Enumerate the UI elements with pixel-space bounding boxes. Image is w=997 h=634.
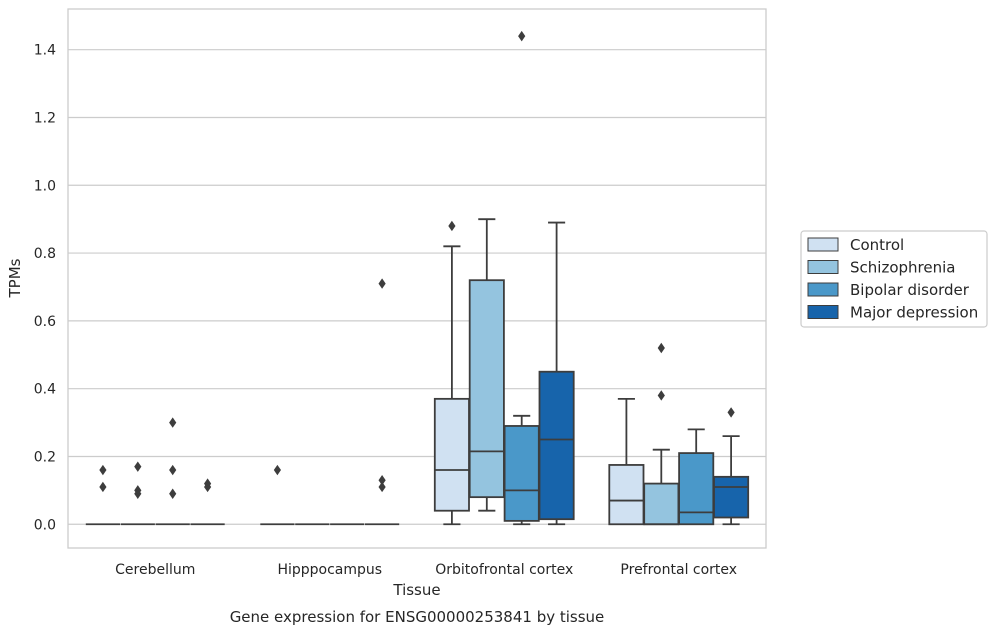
legend: Control Schizophrenia Bipolar disorder Majo… [800,230,988,328]
outlier-point [657,342,665,354]
outlier-point [99,464,107,476]
outlier-point [448,220,456,232]
outlier-point [99,481,107,493]
outlier-point [169,464,177,476]
box-plot-area [85,30,750,526]
box-iqr [468,279,505,499]
outlier-point [378,481,386,493]
gridlines [68,49,766,525]
y-tick-label: 1.0 [34,178,56,194]
outlier-point [204,481,212,493]
outlier-point [134,488,142,499]
y-tick-label: 0.6 [34,314,56,330]
y-tick-label: 1.2 [34,110,56,126]
box-iqr [678,452,715,526]
x-axis-label: Tissue [392,581,440,599]
x-tick-label: Prefrontal cortex [620,562,737,578]
legend-swatch [807,282,839,297]
box-bipolar-disorder [678,428,715,526]
outlier-point [727,407,735,418]
box-iqr [433,397,470,512]
outlier-point [378,475,386,486]
legend-item: Bipolar disorder [807,281,970,299]
legend-label: Major depression [850,304,978,322]
box-major-depression [190,478,225,526]
x-axis-ticks: Cerebellum Hipppocampus Orbitofrontal cort… [115,562,737,578]
box-iqr [643,482,680,526]
box-iqr [713,475,750,519]
box-iqr [503,425,540,522]
y-tick-label: 0.2 [34,449,56,465]
y-axis-ticks: 0.0 0.2 0.4 0.6 0.8 1.0 1.2 1.4 [34,43,56,534]
box-control [608,397,645,526]
box-schizophrenia [468,218,505,512]
x-tick-label: Hipppocampus [277,562,382,578]
box-control [260,464,295,526]
outlier-point [169,488,177,499]
box-bipolar-disorder [155,417,190,526]
x-tick-label: Orbitofrontal cortex [435,562,573,578]
outlier-point [378,278,386,289]
legend-item: Schizophrenia [807,259,955,277]
legend-label: Schizophrenia [850,259,955,277]
y-tick-label: 0.4 [34,382,56,398]
legend-swatch [807,260,839,274]
box-control [85,464,121,526]
outlier-point [273,464,281,476]
plot-frame [67,8,767,549]
chart-caption: Gene expression for ENSG00000253841 by t… [230,608,605,626]
y-tick-label: 1.4 [34,43,56,59]
legend-frame [800,230,988,328]
box-schizophrenia [643,342,680,526]
y-tick-label: 0.8 [34,246,56,262]
box-major-depression [364,278,400,526]
x-tick-label: Cerebellum [115,562,195,578]
box-major-depression [538,221,575,526]
box-iqr [538,370,575,521]
box-schizophrenia [120,461,155,526]
legend-swatch [807,237,839,252]
box-bipolar-disorder [503,30,540,526]
outlier-point [518,30,526,42]
outlier-point [657,390,665,401]
legend-label: Bipolar disorder [850,281,970,299]
box-control [433,220,470,526]
box-major-depression [713,407,750,526]
legend-swatch [807,305,839,319]
box-iqr [608,464,645,526]
outlier-point [134,461,142,472]
legend-label: Control [850,236,904,254]
y-axis-label: TPMs [6,258,24,298]
legend-item: Major depression [807,304,978,322]
outlier-point [169,417,177,428]
legend-item: Control [807,236,904,254]
y-tick-label: 0.0 [34,517,56,533]
